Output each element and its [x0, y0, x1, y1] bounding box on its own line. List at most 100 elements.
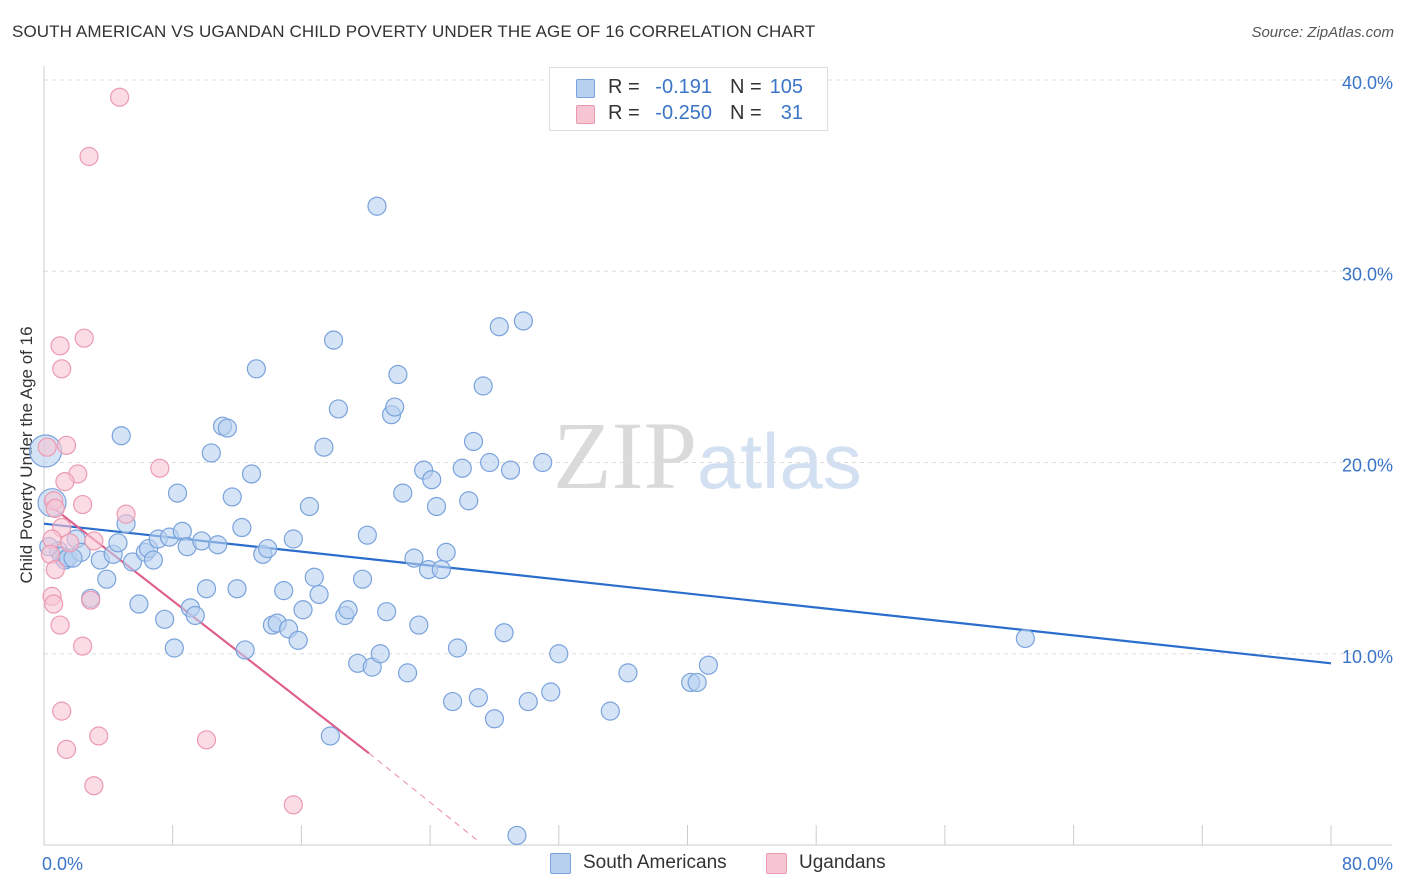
point-south-american — [468, 688, 488, 708]
point-south-american — [618, 663, 638, 683]
point-south-american — [222, 487, 242, 507]
point-ugandan — [116, 504, 136, 524]
bottom-legend-swatch-pink — [766, 853, 787, 874]
watermark: ZIPatlas — [553, 400, 862, 511]
point-south-american — [533, 452, 553, 473]
trend-layer — [43, 499, 1332, 842]
point-south-american — [459, 491, 479, 511]
point-south-american — [698, 655, 719, 675]
watermark-zip: ZIP — [553, 402, 697, 509]
point-south-american — [164, 638, 184, 658]
point-south-american — [167, 483, 188, 503]
point-south-american — [377, 602, 397, 622]
point-ugandan — [84, 776, 104, 796]
legend-r-value: -0.191 — [655, 76, 712, 98]
legend-n-value: 31 — [780, 102, 803, 124]
chart-title: SOUTH AMERICAN VS UGANDAN CHILD POVERTY … — [12, 22, 816, 41]
y-tick-label: 10.0% — [1342, 647, 1393, 667]
point-south-american — [484, 709, 505, 729]
point-south-american — [443, 691, 463, 712]
point-south-american — [155, 609, 175, 629]
source-credit: Source: ZipAtlas.com — [1251, 24, 1394, 41]
point-south-american — [1015, 628, 1035, 649]
legend-n-value: 105 — [769, 76, 803, 98]
point-south-american — [489, 317, 509, 337]
point-south-american — [480, 452, 500, 473]
point-south-american — [338, 600, 358, 620]
point-south-american — [288, 630, 308, 650]
x-tick-label: 0.0% — [42, 854, 83, 874]
point-ugandan — [52, 359, 72, 379]
point-south-american — [232, 517, 252, 538]
point-south-american — [192, 531, 212, 551]
point-south-american — [129, 594, 149, 614]
point-south-american — [208, 535, 228, 555]
point-south-american — [549, 644, 569, 664]
point-ugandan — [50, 615, 70, 635]
point-south-american — [314, 437, 334, 457]
point-south-american — [426, 496, 447, 517]
point-south-american — [541, 682, 561, 702]
point-ugandan — [44, 594, 64, 614]
point-south-american — [97, 569, 117, 589]
point-south-american — [323, 330, 344, 350]
y-tick-label: 20.0% — [1342, 456, 1393, 476]
grid-layer — [44, 79, 1392, 655]
trend-extension-ugandans — [368, 752, 479, 842]
point-ugandan — [73, 494, 93, 515]
point-south-american — [108, 533, 128, 553]
point-south-american — [111, 426, 131, 446]
point-south-american — [600, 701, 620, 721]
point-south-american — [513, 311, 534, 331]
point-ugandan — [55, 472, 75, 492]
point-ugandan — [37, 437, 57, 457]
point-ugandan — [89, 726, 109, 746]
point-south-american — [196, 579, 217, 599]
point-south-american — [370, 644, 390, 664]
correlation-legend: R = -0.191 N = 105 R = -0.250 N = 31 — [549, 67, 828, 131]
point-south-american — [385, 397, 405, 417]
point-south-american — [309, 584, 329, 605]
point-south-american — [258, 538, 278, 559]
point-south-american — [397, 663, 418, 683]
point-ugandan — [110, 87, 130, 107]
legend-n-label: N = — [730, 76, 762, 98]
bottom-legend-label: Ugandans — [799, 852, 886, 873]
bottom-legend-label: South Americans — [583, 852, 727, 873]
point-south-american — [687, 672, 707, 693]
point-ugandan — [73, 636, 93, 656]
point-south-american — [201, 443, 221, 463]
point-south-american — [143, 550, 163, 570]
point-south-american — [352, 569, 373, 589]
point-ugandan — [283, 795, 303, 815]
point-south-american — [320, 726, 340, 746]
point-south-american — [436, 542, 456, 562]
point-south-american — [246, 359, 266, 379]
legend-n-label: N = — [730, 102, 762, 124]
point-ugandan — [60, 533, 80, 553]
point-south-american — [431, 559, 451, 580]
point-south-american — [422, 470, 442, 490]
legend-row-ugandans: R = -0.250 N = 31 — [550, 102, 827, 128]
point-south-american — [241, 464, 262, 484]
legend-swatch-pink — [576, 105, 595, 124]
axis-layer — [43, 66, 1392, 846]
point-south-american — [388, 364, 408, 385]
point-south-american — [293, 600, 313, 620]
y-tick-label: 40.0% — [1342, 73, 1393, 93]
point-south-american — [235, 640, 255, 660]
legend-r-value: -0.250 — [655, 102, 712, 124]
point-ugandan — [150, 458, 170, 478]
point-ugandan — [81, 590, 101, 610]
legend-row-south-americans: R = -0.191 N = 105 — [550, 76, 827, 102]
point-south-american — [304, 567, 324, 587]
point-south-american — [283, 529, 303, 549]
x-tick-label: 80.0% — [1342, 854, 1393, 874]
point-south-american — [500, 460, 521, 480]
legend-r-label: R = — [608, 76, 640, 98]
point-south-american — [409, 615, 429, 635]
points-layer — [29, 87, 1035, 846]
point-south-american — [299, 496, 320, 517]
point-ugandan — [74, 328, 94, 348]
